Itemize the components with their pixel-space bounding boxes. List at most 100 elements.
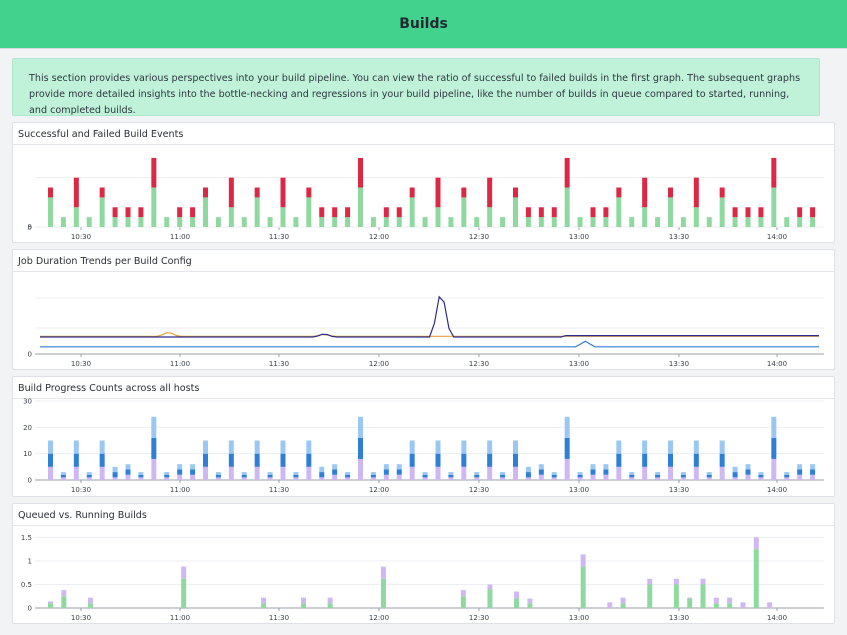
x-tick-label: 10:30 bbox=[71, 614, 91, 622]
success-bar bbox=[771, 187, 777, 227]
success-bar bbox=[370, 217, 376, 227]
queued-bar bbox=[60, 477, 66, 480]
running-bar bbox=[370, 474, 376, 478]
started-bar bbox=[48, 440, 53, 454]
queued-bar bbox=[740, 602, 746, 608]
running-bar bbox=[380, 578, 386, 608]
failure-bar bbox=[487, 177, 493, 208]
running-bar bbox=[538, 469, 544, 475]
queued-bar bbox=[551, 477, 557, 480]
started-bar bbox=[538, 464, 544, 470]
started-bar bbox=[241, 472, 247, 475]
running-bar bbox=[687, 598, 693, 608]
x-tick-label: 12:00 bbox=[369, 360, 389, 368]
running-bar bbox=[293, 474, 299, 478]
queued-bar bbox=[48, 466, 53, 480]
started-bar bbox=[513, 440, 518, 454]
queued-bar bbox=[48, 601, 53, 604]
queued-bar bbox=[358, 458, 363, 480]
success-bar bbox=[293, 217, 299, 227]
queued-bar bbox=[706, 477, 712, 480]
failure-bar bbox=[112, 207, 118, 218]
panel-queued-running: Queued vs. Running Builds 10:30 11:00 11:3… bbox=[12, 503, 835, 624]
success-bar bbox=[241, 217, 247, 227]
started-bar bbox=[151, 416, 157, 438]
x-tick-label: 11:30 bbox=[269, 614, 289, 622]
success-bar bbox=[564, 187, 570, 227]
running-bar bbox=[138, 474, 144, 478]
success-bar bbox=[461, 197, 467, 227]
running-bar bbox=[727, 603, 733, 608]
running-bar bbox=[228, 453, 234, 467]
success-bar bbox=[203, 197, 208, 227]
success-bar bbox=[422, 217, 428, 227]
queued-bar bbox=[380, 566, 386, 579]
started-bar bbox=[603, 464, 609, 470]
queued-bar bbox=[719, 466, 725, 480]
queued-bar bbox=[177, 474, 183, 480]
running-bar bbox=[474, 474, 480, 478]
queued-bar bbox=[500, 477, 506, 480]
running-bar bbox=[301, 603, 307, 608]
started-bar bbox=[693, 440, 699, 454]
running-bar bbox=[383, 469, 389, 475]
started-bar bbox=[461, 440, 467, 454]
x-tick-label: 14:00 bbox=[767, 360, 787, 368]
queued-bar bbox=[753, 537, 759, 550]
x-tick-label: 13:00 bbox=[569, 233, 589, 241]
running-bar bbox=[693, 453, 699, 467]
started-bar bbox=[396, 464, 402, 470]
queued-bar bbox=[647, 578, 653, 585]
running-bar bbox=[732, 472, 738, 478]
queued-bar bbox=[61, 590, 67, 597]
failure-bar bbox=[190, 207, 196, 218]
started-bar bbox=[370, 472, 376, 475]
failure-bar bbox=[73, 177, 79, 208]
queued-bar bbox=[267, 477, 273, 480]
success-bar bbox=[215, 217, 221, 227]
queued-bar bbox=[655, 477, 661, 480]
running-bar bbox=[655, 474, 661, 478]
running-bar bbox=[125, 469, 131, 475]
running-bar bbox=[706, 474, 712, 478]
queued-bar bbox=[327, 597, 333, 604]
running-bar bbox=[164, 474, 170, 478]
y-tick-label: 30 bbox=[23, 398, 32, 406]
running-bar bbox=[358, 437, 363, 459]
queued-bar bbox=[383, 474, 389, 480]
failure-bar bbox=[758, 207, 764, 218]
success-bar bbox=[706, 217, 712, 227]
queued-bar bbox=[580, 554, 586, 567]
success-bar bbox=[345, 217, 351, 227]
started-bar bbox=[474, 472, 480, 475]
running-bar bbox=[668, 453, 673, 467]
panel-build-progress: Build Progress Counts across all hosts 1… bbox=[12, 376, 835, 497]
running-bar bbox=[345, 474, 351, 478]
x-tick-label: 13:00 bbox=[569, 486, 589, 494]
queued-bar bbox=[87, 597, 93, 604]
queued-bar bbox=[564, 458, 570, 480]
success-bar bbox=[745, 217, 751, 227]
failure-bar bbox=[203, 187, 208, 198]
success-bar bbox=[525, 217, 531, 227]
started-bar bbox=[810, 464, 816, 470]
queued-bar bbox=[713, 597, 719, 604]
y-tick-label: 5 bbox=[28, 224, 32, 232]
running-bar bbox=[580, 566, 586, 608]
success-bar bbox=[190, 217, 196, 227]
success-bar bbox=[267, 217, 273, 227]
failure-bar bbox=[138, 207, 144, 218]
running-bar bbox=[60, 474, 66, 478]
success-bar bbox=[758, 217, 764, 227]
queued-bar bbox=[293, 477, 299, 480]
queued-bar bbox=[461, 466, 467, 480]
x-tick-label: 12:00 bbox=[369, 233, 389, 241]
x-tick-label: 11:00 bbox=[170, 233, 190, 241]
started-bar bbox=[732, 466, 738, 473]
started-bar bbox=[668, 440, 673, 454]
x-tick-label: 10:30 bbox=[71, 233, 91, 241]
success-bar bbox=[680, 217, 686, 227]
queued-bar bbox=[319, 477, 325, 480]
success-bar bbox=[551, 217, 557, 227]
running-bar bbox=[86, 474, 92, 478]
